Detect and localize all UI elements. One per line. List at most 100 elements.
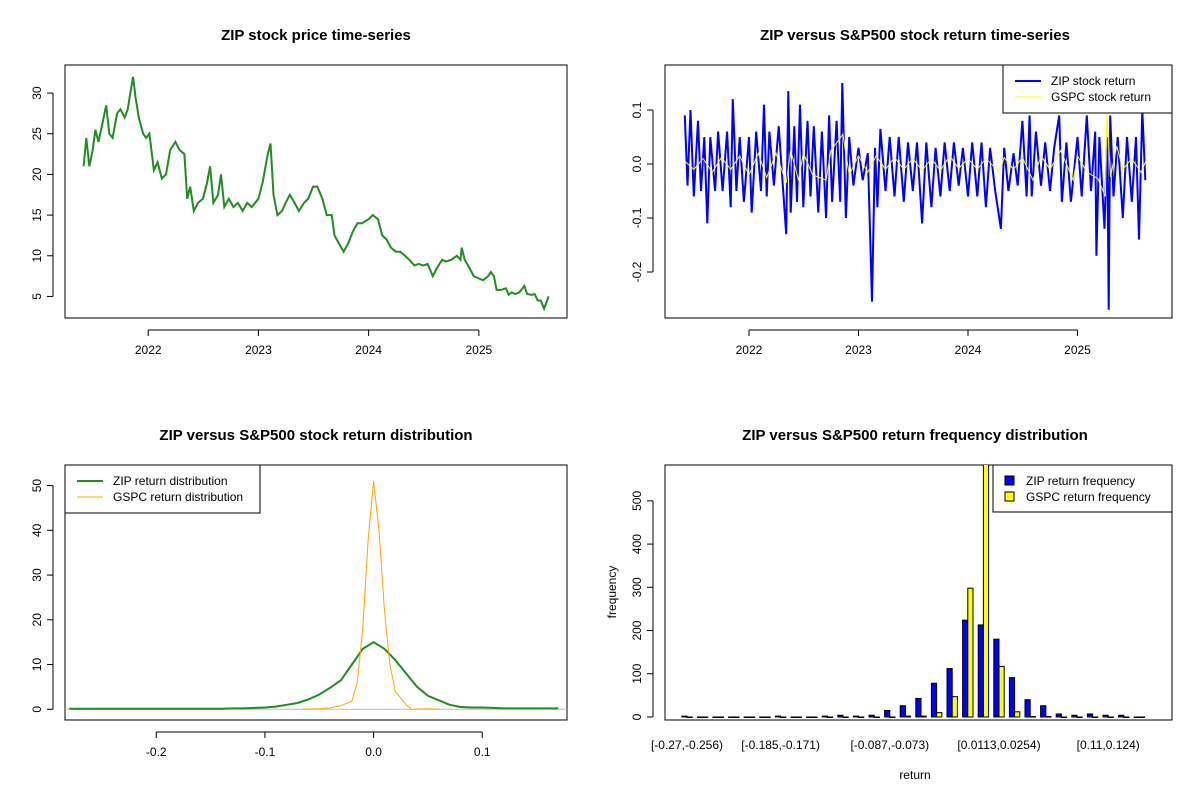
gspc-frequency-bar [1045,716,1052,718]
legend-swatch [1004,475,1015,486]
y-tick-label: 300 [630,577,644,597]
y-tick-label: 0 [30,706,44,713]
legend-label: GSPC return distribution [113,490,243,504]
x-category-label: [0.11,0.124) [1077,738,1140,752]
zip-frequency-bar [774,715,782,718]
zip-frequency-bar [899,705,906,718]
zip-frequency-bar [977,624,984,718]
zip-frequency-bar [1071,714,1078,718]
legend-label: ZIP return distribution [113,474,228,488]
legend-label: GSPC stock return [1051,90,1151,104]
gspc-frequency-bar [702,716,709,718]
gspc-frequency-bar [717,716,724,718]
gspc-frequency-bar [1138,716,1146,718]
x-tick-label: 0.1 [474,745,491,759]
y-tick-label: 0.1 [630,101,644,118]
y-tick-label: 5 [30,293,44,300]
gspc-frequency-bar [1014,711,1021,718]
gspc-frequency-bar [686,716,693,718]
gspc-frequency-bar [780,716,787,718]
x-tick-label: -0.1 [255,745,276,759]
return-distribution-chart: -0.2 -0.1 0.0 0.1 0 10 20 30 40 50 ZIP return dist… [30,464,568,759]
gspc-frequency-bar [1123,716,1130,718]
gspc-frequency-bar [858,716,865,718]
return-timeseries-title: ZIP versus S&P500 stock return time-seri… [760,27,1070,44]
x-category-label: [-0.087,-0.073) [850,738,929,752]
x-tick-label: 2023 [245,343,272,357]
zip-frequency-bar [759,716,766,718]
y-tick-label: 10 [30,658,44,672]
gspc-return-line [684,112,1148,197]
y-tick-label: 30 [30,86,44,100]
frequency-distribution-chart: [-0.27,-0.256) [-0.185,-0.171) [-0.087,-0.… [630,464,1173,752]
x-tick-label: 2025 [1064,343,1091,357]
y-tick-label: 20 [30,167,44,181]
histogram-y-axis-label: frequency [605,566,619,619]
y-tick-label: 0 [630,713,644,720]
gspc-frequency-bar [811,716,818,718]
zip-frequency-bar [868,714,875,718]
zip-frequency-bar [993,638,1000,718]
zip-frequency-bar [728,716,735,718]
zip-density-curve [69,641,559,710]
price-line [82,76,550,312]
zip-frequency-bar [712,716,719,718]
histogram-x-axis-label: return [899,768,930,782]
x-tick-label: 2024 [355,343,382,357]
zip-frequency-bar [681,715,688,718]
zip-frequency-bar [1133,716,1140,718]
zip-frequency-bar [821,715,828,718]
y-tick-label: 10 [30,249,44,263]
zip-frequency-bar [743,716,750,718]
gspc-frequency-bar [1107,716,1114,718]
y-tick-label: 0.0 [630,155,644,172]
y-tick-label: 15 [30,208,44,222]
x-category-label: [-0.185,-0.171) [741,738,820,752]
x-tick-label: 2022 [736,343,763,357]
gspc-frequency-bar [1029,716,1036,718]
zip-frequency-bar [1055,713,1062,718]
gspc-frequency-bar [1092,716,1099,718]
y-tick-label: 40 [30,523,44,537]
gspc-frequency-bar [951,696,958,718]
y-tick-label: 20 [30,613,44,627]
zip-frequency-bar [1008,677,1016,718]
zip-frequency-bar [915,697,922,718]
gspc-frequency-bar [764,716,771,718]
legend-label: GSPC return frequency [1026,490,1151,504]
gspc-frequency-bar [889,716,896,718]
legend-label: ZIP stock return [1051,74,1135,88]
zip-frequency-bar [930,682,938,718]
gspc-frequency-bar [733,716,740,718]
gspc-frequency-bar [982,465,990,718]
legend-box [992,464,1173,513]
zip-frequency-bar [837,714,844,718]
x-category-label: [-0.27,-0.256) [651,738,723,752]
zip-frequency-bar [1086,713,1094,718]
gspc-frequency-bar [748,716,756,718]
legend-box [64,464,261,514]
gspc-frequency-bar [795,716,802,718]
y-tick-label: 25 [30,127,44,141]
zip-frequency-bar [1118,714,1125,718]
zip-frequency-bar [884,709,891,718]
zip-frequency-bar [1040,705,1047,718]
y-tick-label: 50 [30,479,44,493]
gspc-frequency-bar [967,587,974,718]
gspc-frequency-bar [998,665,1005,718]
gspc-frequency-bar [936,712,943,718]
legend-box [1002,64,1173,114]
zip-return-line [683,82,1147,310]
return-timeseries-chart: 2022 2023 2024 2025 -0.2 -0.1 0.0 0.1 ZIP stock … [630,64,1173,357]
zip-frequency-bar [946,668,953,718]
y-tick-label: -0.2 [630,261,644,282]
return-distribution-title: ZIP versus S&P500 stock return distribut… [159,427,472,444]
price-chart-plot-box [64,64,568,319]
density-chart-plot-box [64,464,568,721]
zip-frequency-bar [806,716,813,718]
gspc-frequency-bar [873,716,880,718]
x-tick-label: 2025 [465,343,492,357]
zip-frequency-bar [696,716,704,718]
